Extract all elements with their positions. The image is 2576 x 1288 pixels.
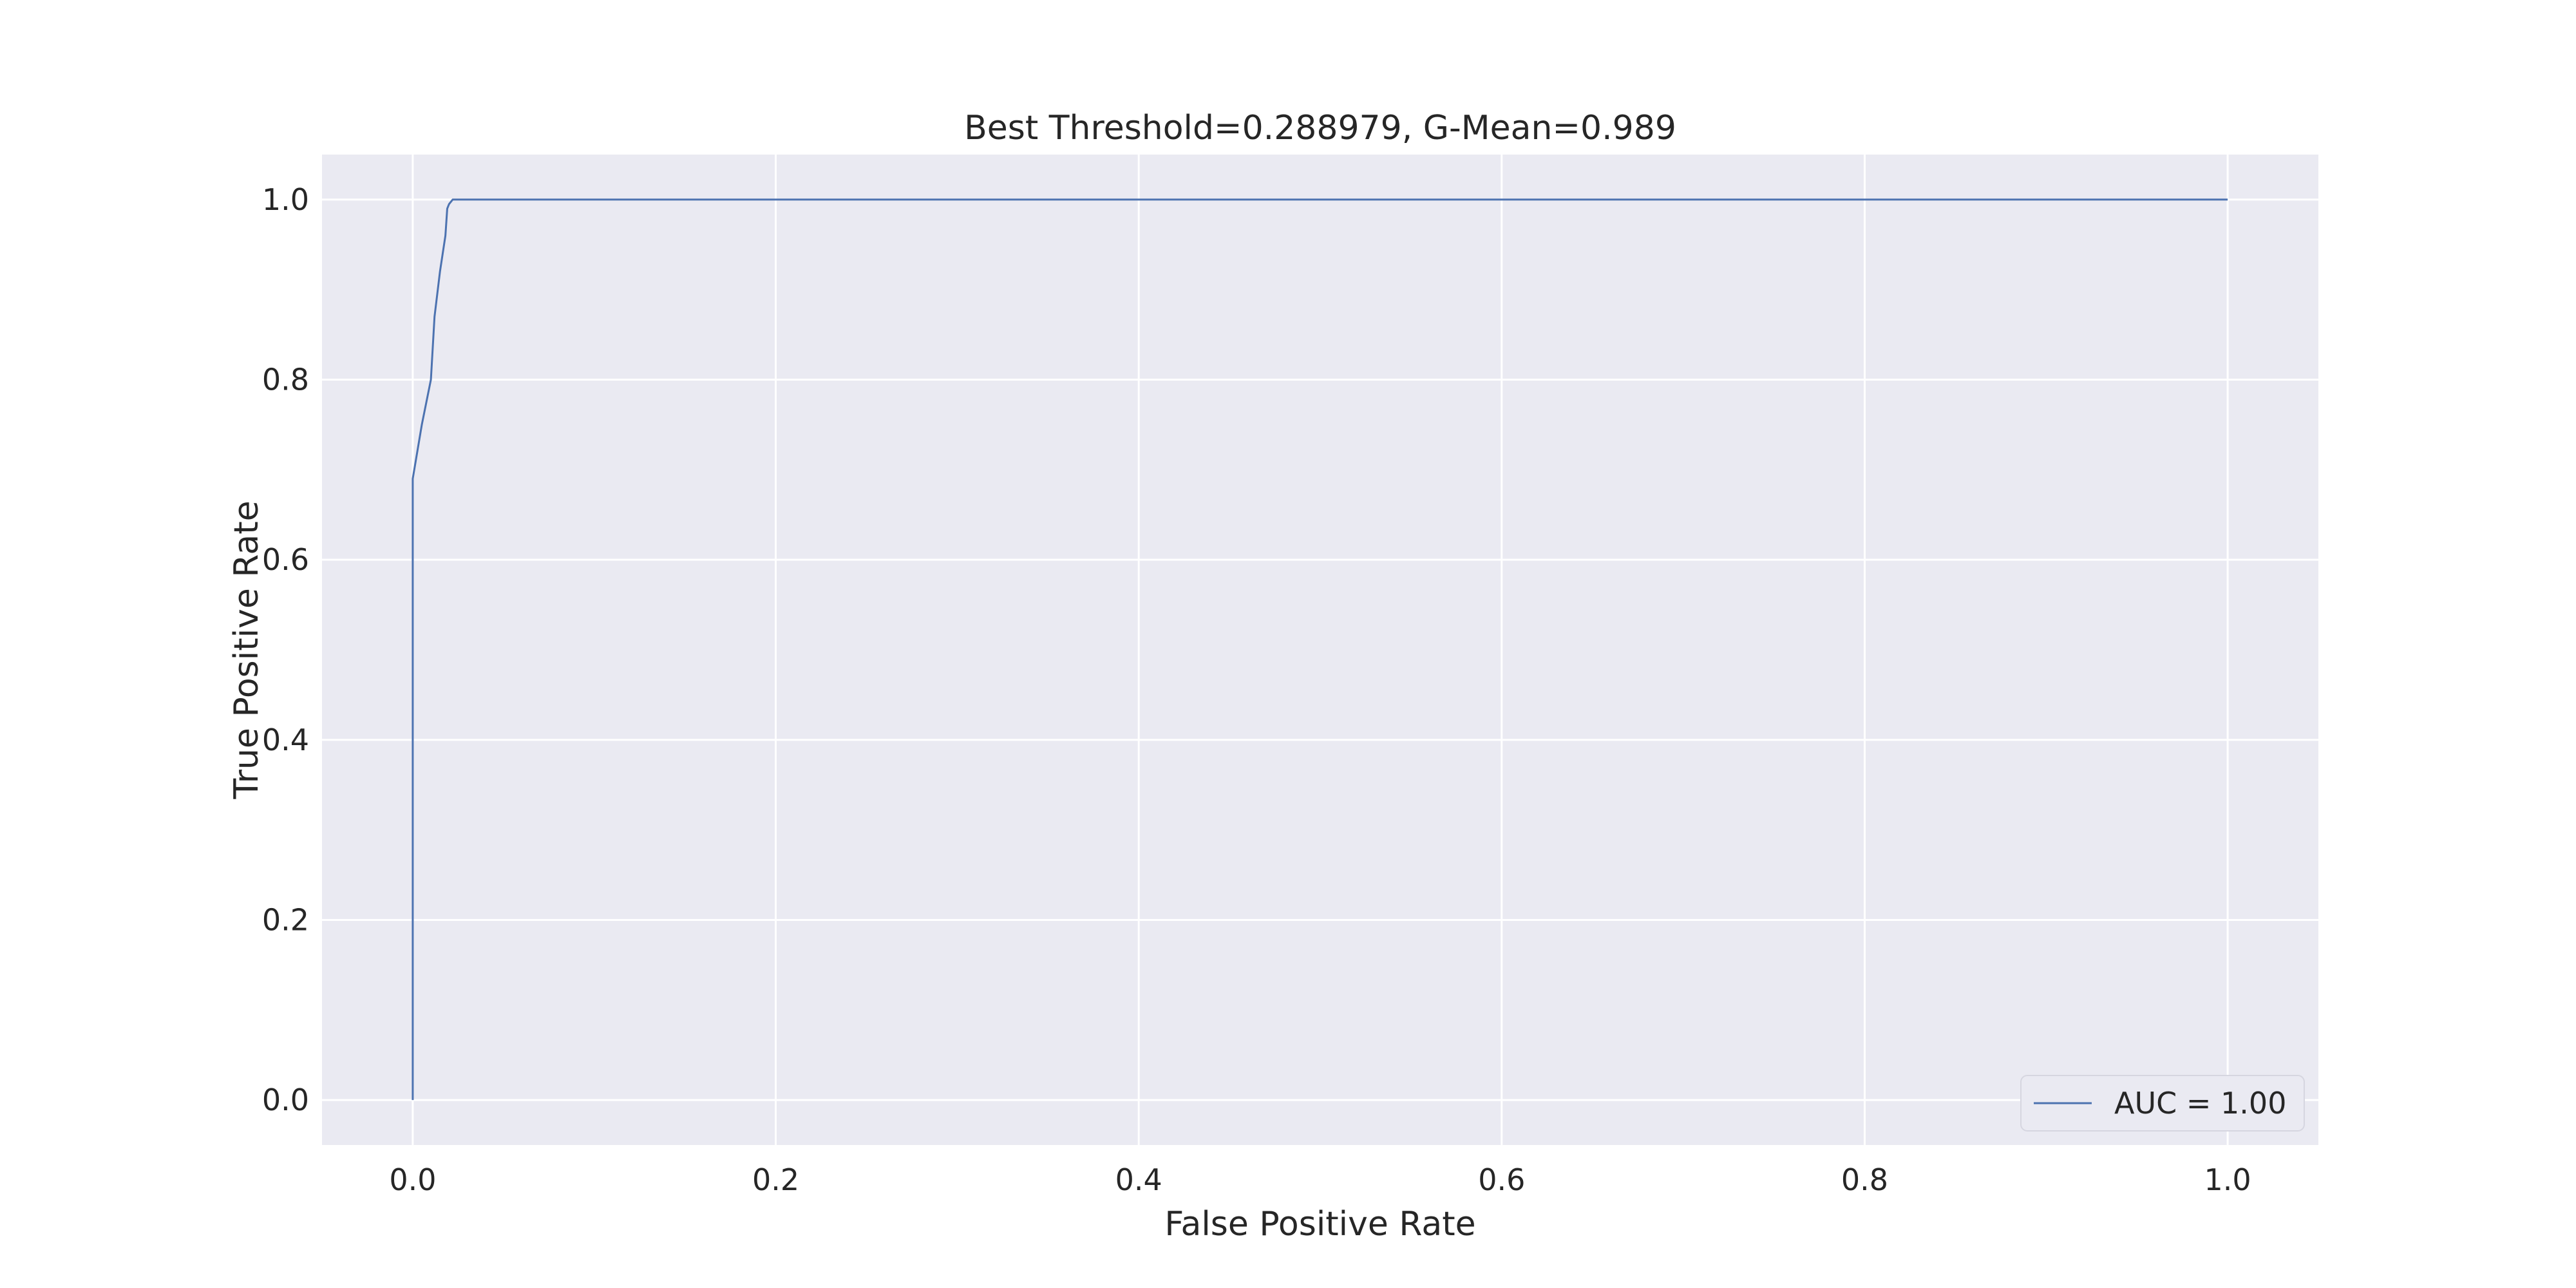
- x-tick-label: 0.8: [1841, 1162, 1888, 1197]
- y-tick-labels: 0.0 0.2 0.4 0.6 0.8 1.0: [262, 182, 309, 1117]
- y-tick-label: 0.4: [262, 723, 309, 757]
- x-tick-label: 1.0: [2204, 1162, 2251, 1197]
- y-axis-label: True Positive Rate: [227, 500, 266, 799]
- y-tick-label: 0.6: [262, 542, 309, 577]
- x-tick-label: 0.4: [1115, 1162, 1162, 1197]
- y-tick-label: 0.2: [262, 902, 309, 937]
- x-tick-label: 0.2: [752, 1162, 799, 1197]
- x-tick-label: 0.0: [389, 1162, 436, 1197]
- chart-title: Best Threshold=0.288979, G-Mean=0.989: [964, 109, 1676, 147]
- x-tick-labels: 0.0 0.2 0.4 0.6 0.8 1.0: [389, 1162, 2251, 1197]
- plot-background: [322, 155, 2318, 1145]
- x-tick-label: 0.6: [1478, 1162, 1525, 1197]
- legend-label: AUC = 1.00: [2114, 1086, 2286, 1121]
- y-tick-label: 0.8: [262, 363, 309, 397]
- x-axis-label: False Positive Rate: [1164, 1205, 1475, 1244]
- legend: AUC = 1.00: [2021, 1075, 2304, 1131]
- y-tick-label: 0.0: [262, 1083, 309, 1117]
- y-tick-label: 1.0: [262, 182, 309, 217]
